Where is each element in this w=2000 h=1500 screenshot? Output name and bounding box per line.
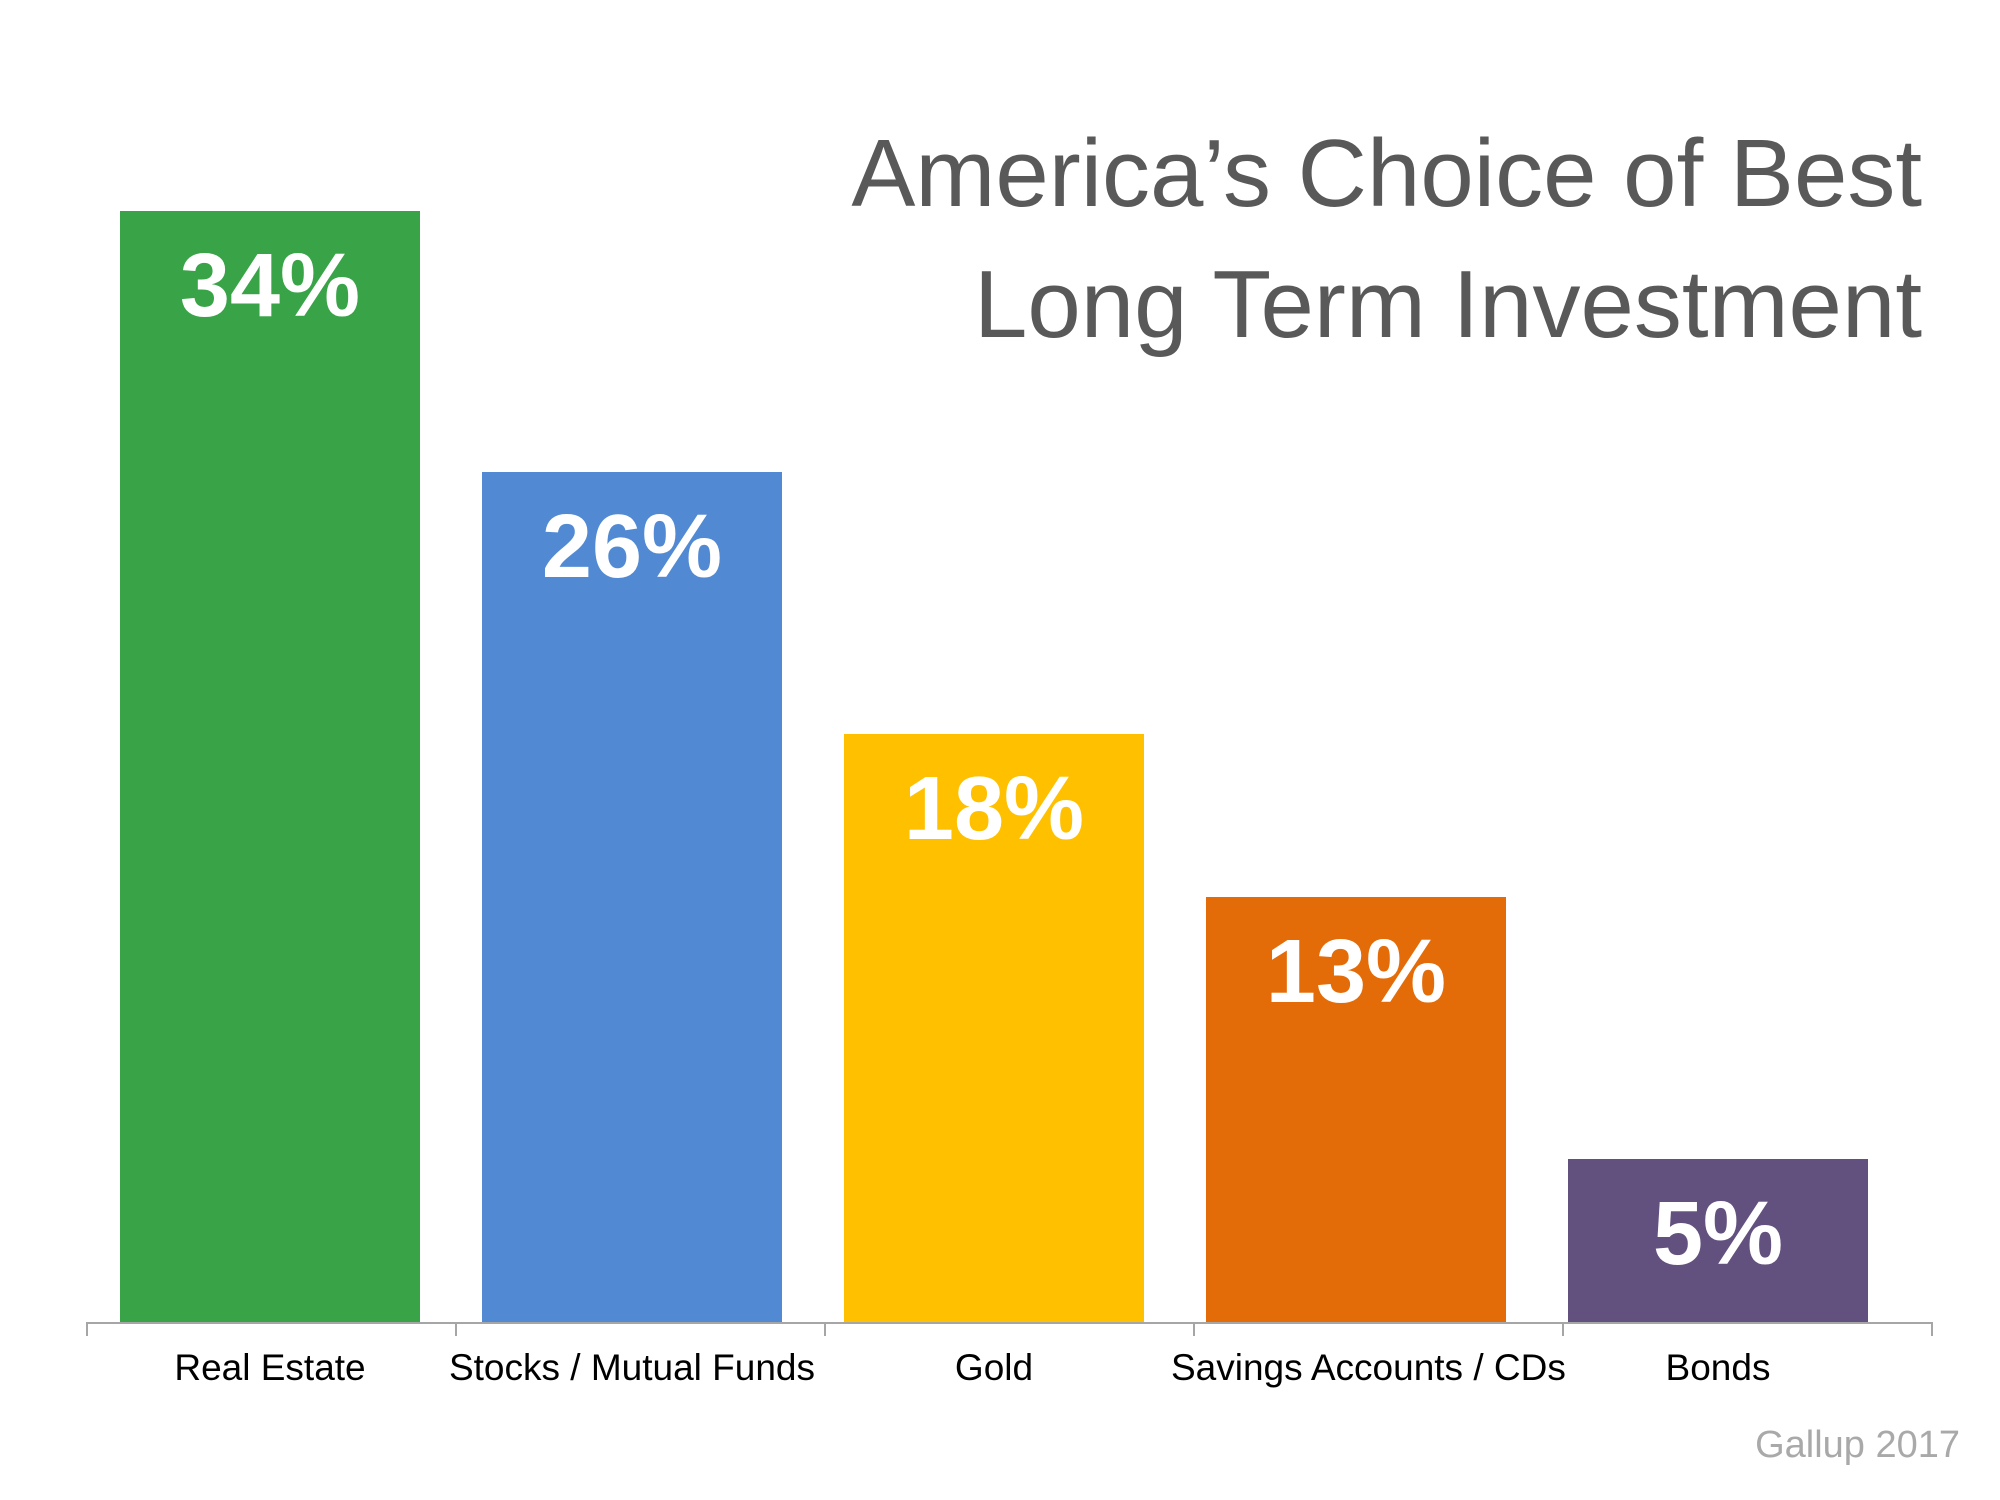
bar-value-label: 13% (1265, 922, 1447, 1022)
x-axis-tick (455, 1322, 457, 1336)
bar-stocks-mutual-funds: 26% (482, 472, 782, 1322)
bar-value-label: 26% (541, 497, 723, 597)
x-axis-tick (1931, 1322, 1933, 1336)
chart-title-line2: Long Term Investment (973, 251, 1922, 358)
x-axis-label-real-estate: Real Estate (174, 1347, 366, 1388)
bar-value-label: 18% (903, 759, 1085, 859)
chart-title: America’s Choice of Best Long Term Inves… (851, 108, 1922, 370)
x-axis-tick (824, 1322, 826, 1336)
x-axis-label-gold: Gold (954, 1347, 1034, 1388)
x-axis-label-stocks-mutual-funds: Stocks / Mutual Funds (448, 1347, 816, 1388)
x-axis-tick (1562, 1322, 1564, 1336)
x-axis-label-savings-accounts-cds: Savings Accounts / CDs (1171, 1347, 1566, 1388)
x-axis-label-bonds: Bonds (1665, 1347, 1771, 1388)
source-credit: Gallup 2017 (1755, 1424, 1960, 1466)
bar-gold: 18% (844, 734, 1144, 1322)
bar-value-label: 5% (1652, 1184, 1784, 1284)
x-axis-tick (86, 1322, 88, 1336)
chart-title-line1: America’s Choice of Best (851, 120, 1922, 227)
bar-real-estate: 34% (120, 211, 420, 1322)
bar-savings-accounts-cds: 13% (1206, 897, 1506, 1322)
bar-value-label: 34% (179, 236, 361, 336)
bar-chart-plot-area: 34% 26% 18% 13% 5% (120, 211, 1868, 1322)
bar-bonds: 5% (1568, 1159, 1868, 1322)
x-axis-tick (1193, 1322, 1195, 1336)
x-axis-line (86, 1322, 1931, 1324)
